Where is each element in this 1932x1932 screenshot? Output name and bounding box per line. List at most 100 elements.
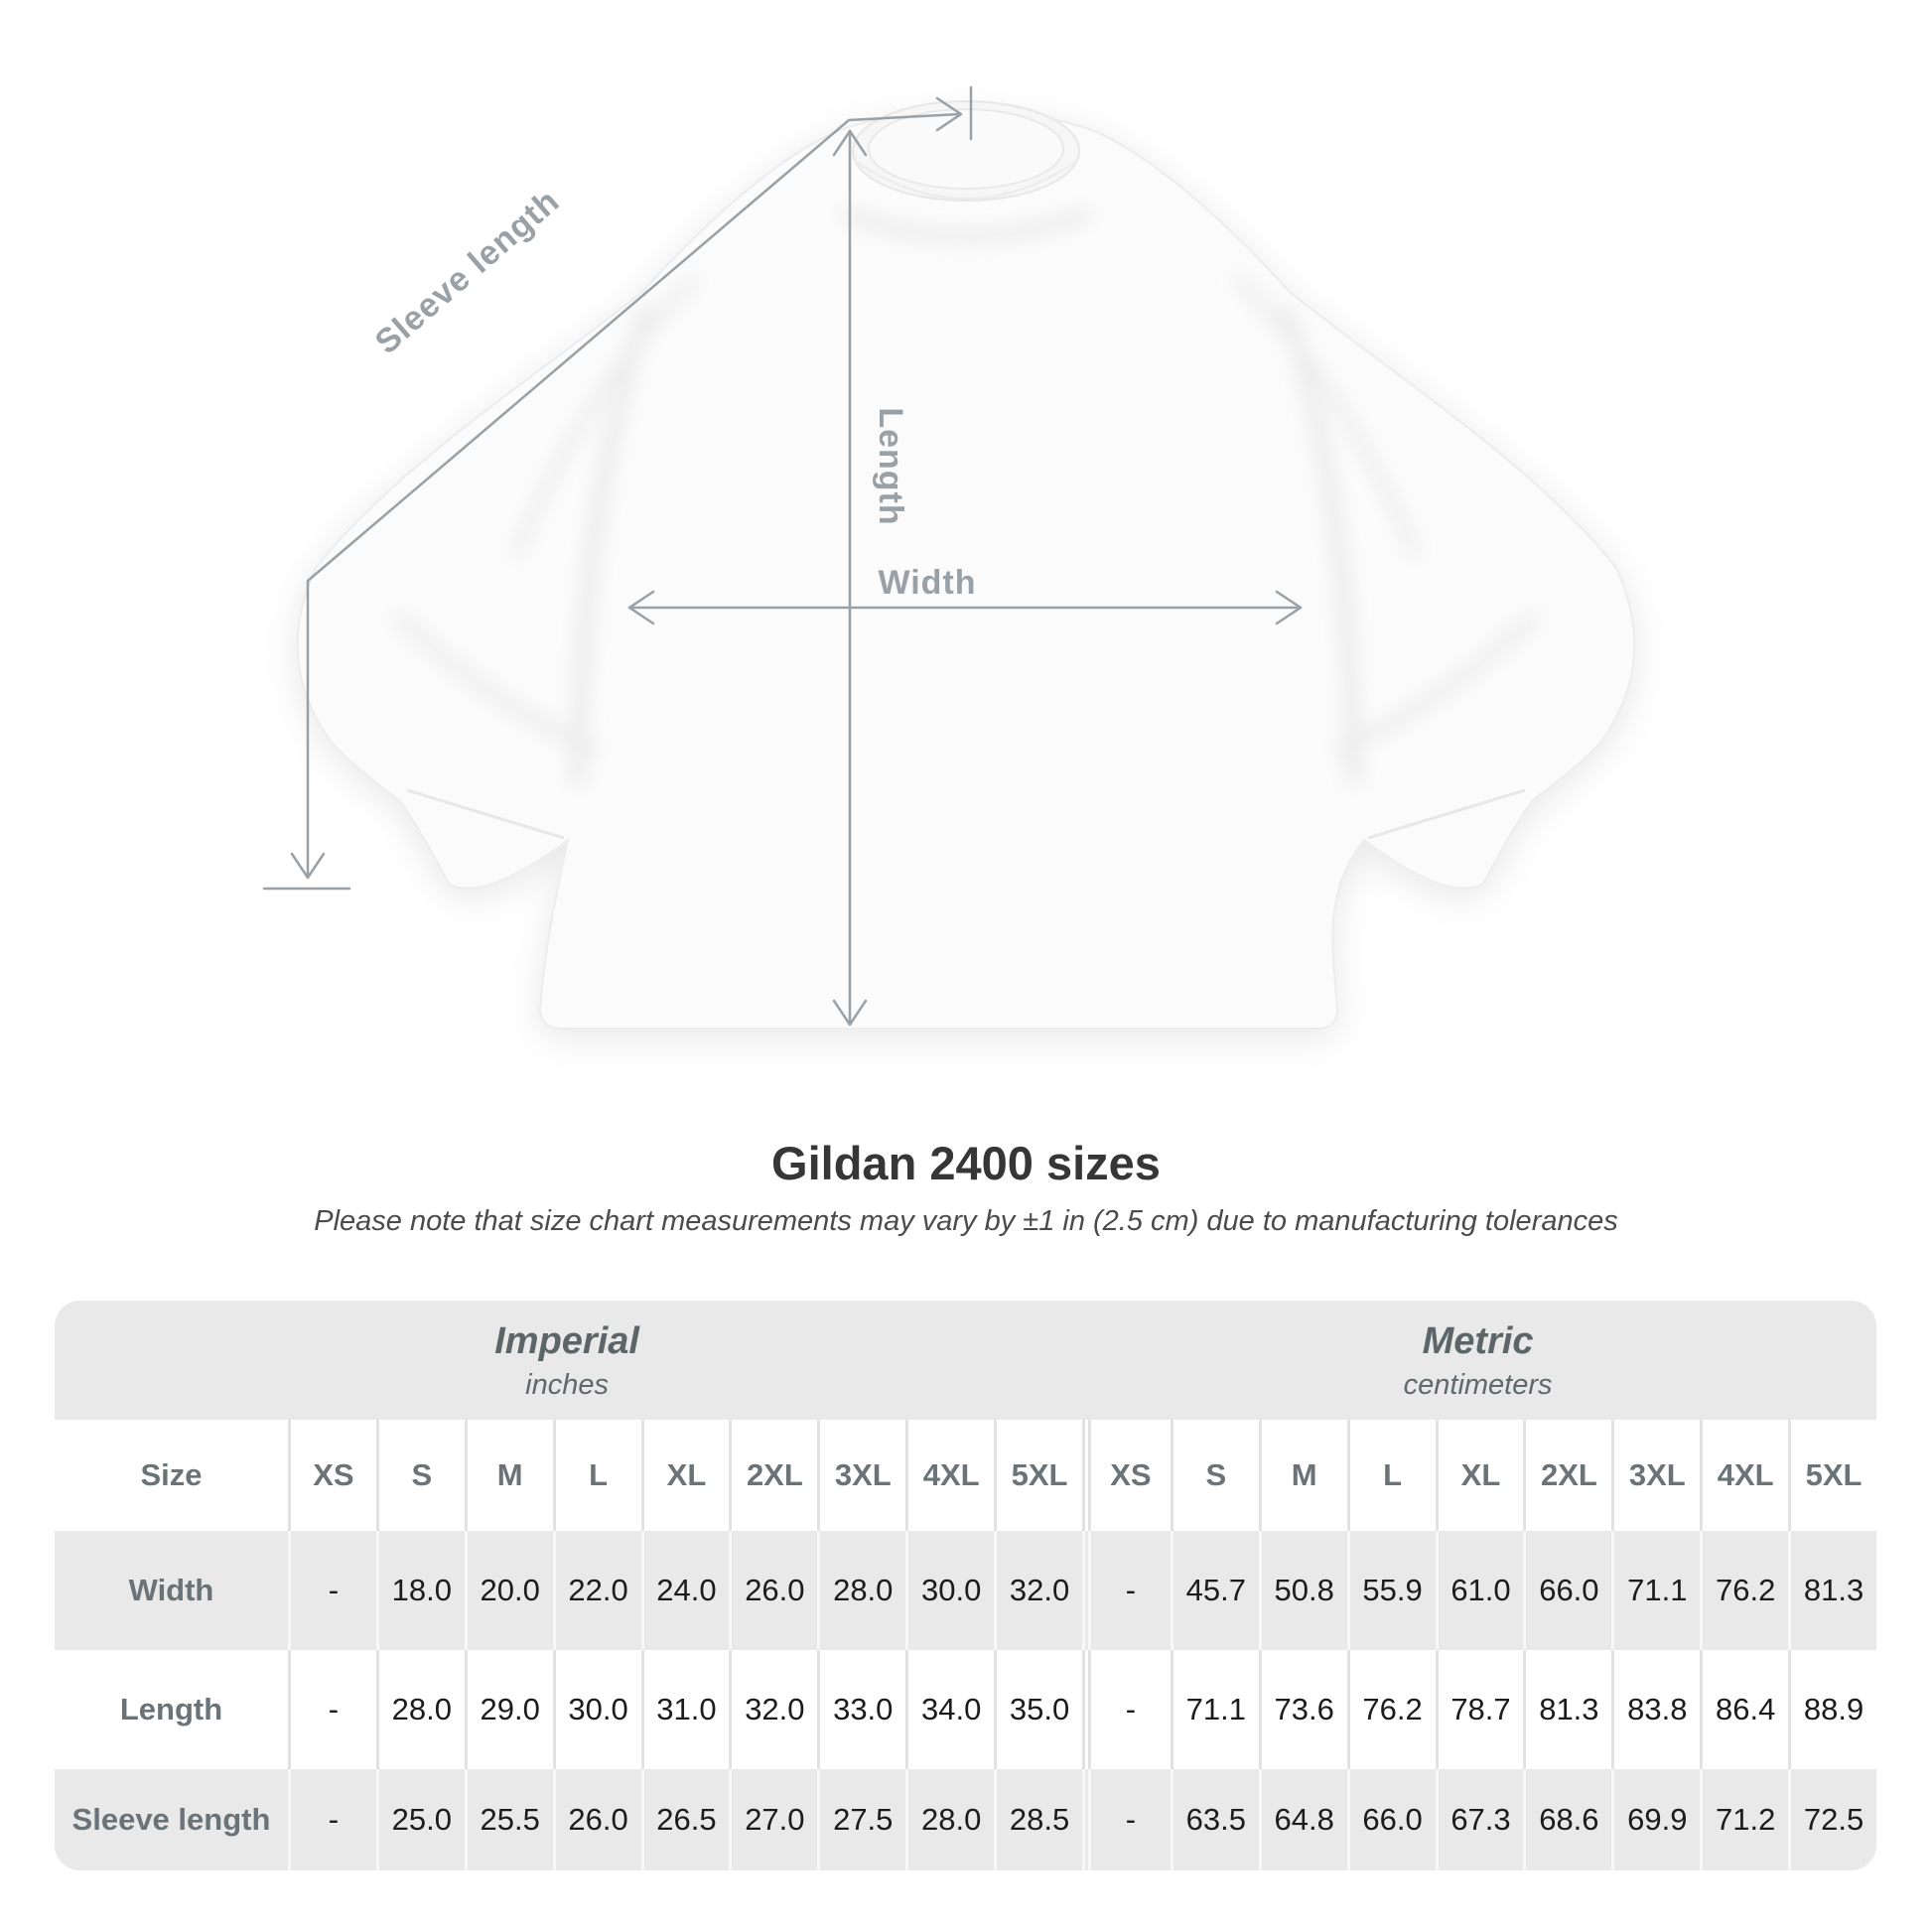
- row-label: Length: [119, 1692, 223, 1726]
- measurement-cell-imperial: 32.0: [994, 1531, 1082, 1650]
- measurement-cell-imperial: 25.5: [464, 1769, 553, 1870]
- size-col-metric-l: L: [1346, 1420, 1436, 1531]
- measurement-cell-metric: 63.5: [1170, 1769, 1259, 1870]
- sleeve-length-arrow: [262, 85, 973, 891]
- measurement-cell-metric: 66.0: [1523, 1531, 1611, 1650]
- measurement-cell-metric: 72.5: [1788, 1769, 1876, 1870]
- measurement-cell-metric: -: [1081, 1650, 1171, 1769]
- measurement-cell-imperial: 28.0: [375, 1650, 465, 1769]
- measurement-cell-imperial: 26.5: [640, 1769, 730, 1870]
- unit-header-band: Imperial inches Metric centimeters: [55, 1301, 1876, 1420]
- measurement-row-sleeve-length: Sleeve length -25.0 25.5 26.0 26.5 27.0 27.5 28…: [55, 1769, 1876, 1870]
- measurement-cell-imperial: 29.0: [464, 1650, 553, 1769]
- measurement-row-length: Length -28.0 29.0 30.0 31.0 32.0 33.0 34.0 35.0-…: [55, 1650, 1876, 1769]
- size-col-imperial-xl: XL: [640, 1420, 730, 1531]
- size-columns-row: Size XS S M L XL 2XL 3XL 4XL 5XL XS S M L XL 2XL 3XL 4XL 5…: [55, 1420, 1876, 1531]
- tolerance-note: Please note that size chart measurements…: [314, 1205, 1618, 1237]
- measurement-cell-imperial: 22.0: [552, 1531, 641, 1650]
- shirt-diagram: Sleeve length Length Width: [262, 85, 1636, 1030]
- measurement-cell-metric: 71.1: [1611, 1531, 1700, 1650]
- row-label: Width: [128, 1573, 214, 1607]
- measurement-cell-metric: 86.4: [1700, 1650, 1788, 1769]
- measurement-cell-imperial: 27.5: [817, 1769, 905, 1870]
- metric-unit-header: Metric centimeters: [1079, 1301, 1876, 1420]
- measurement-cell-imperial: 33.0: [817, 1650, 905, 1769]
- size-col-imperial-4xl: 4XL: [905, 1420, 994, 1531]
- length-arrow: [832, 129, 868, 1027]
- measurement-cell-metric: 50.8: [1258, 1531, 1347, 1650]
- width-label: Width: [878, 564, 976, 602]
- measurement-cell-imperial: 28.0: [817, 1531, 905, 1650]
- size-col-imperial-l: L: [552, 1420, 641, 1531]
- sleeve-length-label: Sleeve length: [368, 182, 567, 361]
- size-col-metric-xl: XL: [1435, 1420, 1524, 1531]
- measurement-cell-metric: 83.8: [1611, 1650, 1700, 1769]
- measurement-cell-metric: 71.1: [1170, 1650, 1259, 1769]
- imperial-label: Imperial: [494, 1319, 639, 1362]
- measurement-cell-metric: 68.6: [1523, 1769, 1611, 1870]
- size-col-metric-3xl: 3XL: [1611, 1420, 1700, 1531]
- measurement-cell-metric: 71.2: [1700, 1769, 1788, 1870]
- size-col-imperial-m: M: [464, 1420, 553, 1531]
- size-col-metric-m: M: [1258, 1420, 1347, 1531]
- measurement-cell-metric: 64.8: [1258, 1769, 1347, 1870]
- measurement-cell-imperial: 30.0: [552, 1650, 641, 1769]
- measurement-cell-metric: 69.9: [1611, 1769, 1700, 1870]
- size-table: Imperial inches Metric centimeters Size X…: [55, 1301, 1876, 1870]
- collar-seam: [857, 161, 1075, 201]
- measurement-cell-metric: -: [1081, 1769, 1171, 1870]
- measurement-cell-metric: 66.0: [1346, 1769, 1436, 1870]
- measurement-cell-imperial: -: [287, 1531, 376, 1650]
- shirt-illustration: [296, 100, 1636, 1030]
- size-col-metric-s: S: [1170, 1420, 1259, 1531]
- measurement-cell-metric: 45.7: [1170, 1531, 1259, 1650]
- measurement-cell-imperial: 24.0: [640, 1531, 730, 1650]
- measurement-cell-imperial: 25.0: [375, 1769, 465, 1870]
- measurement-cell-metric: -: [1081, 1531, 1171, 1650]
- measurement-cell-imperial: -: [287, 1769, 376, 1870]
- size-col-imperial-s: S: [375, 1420, 465, 1531]
- size-col-imperial-5xl: 5XL: [994, 1420, 1082, 1531]
- measurement-cell-metric: 76.2: [1346, 1650, 1436, 1769]
- size-col-metric-4xl: 4XL: [1700, 1420, 1788, 1531]
- imperial-sublabel: inches: [525, 1368, 609, 1401]
- measurement-rows: Width -18.0 20.0 22.0 24.0 26.0 28.0 30.0 32.0-4…: [55, 1531, 1876, 1870]
- measurement-cell-imperial: -: [287, 1650, 376, 1769]
- metric-label: Metric: [1422, 1319, 1534, 1362]
- measurement-cell-imperial: 35.0: [994, 1650, 1082, 1769]
- row-label: Sleeve length: [71, 1802, 271, 1837]
- collar-opening: [868, 108, 1064, 190]
- size-col-metric-2xl: 2XL: [1523, 1420, 1611, 1531]
- measurement-cell-metric: 73.6: [1258, 1650, 1347, 1769]
- width-arrow: [627, 590, 1303, 625]
- length-label: Length: [872, 407, 909, 525]
- right-cuff-seam: [1367, 788, 1526, 840]
- measurement-cell-metric: 67.3: [1435, 1769, 1524, 1870]
- heading-block: Gildan 2400 sizes Please note that size …: [0, 1138, 1932, 1238]
- measurement-cell-metric: 78.7: [1435, 1650, 1524, 1769]
- fabric-creases: [392, 207, 1540, 785]
- measurement-cell-imperial: 20.0: [464, 1531, 553, 1650]
- size-col-imperial-xs: XS: [287, 1420, 376, 1531]
- size-col-metric-5xl: 5XL: [1788, 1420, 1876, 1531]
- measurement-cell-metric: 81.3: [1788, 1531, 1876, 1650]
- size-header-cell: Size: [140, 1457, 203, 1492]
- measurement-row-width: Width -18.0 20.0 22.0 24.0 26.0 28.0 30.0 32.0-4…: [55, 1531, 1876, 1650]
- measurement-cell-imperial: 26.0: [552, 1769, 641, 1870]
- measurement-cell-imperial: 28.5: [994, 1769, 1082, 1870]
- measurement-cell-imperial: 18.0: [375, 1531, 465, 1650]
- measurement-cell-imperial: 27.0: [729, 1769, 817, 1870]
- measurement-cell-imperial: 28.0: [905, 1769, 994, 1870]
- measurement-cell-metric: 76.2: [1700, 1531, 1788, 1650]
- size-col-metric-xs: XS: [1081, 1420, 1171, 1531]
- measurement-cell-imperial: 32.0: [729, 1650, 817, 1769]
- measurement-cell-imperial: 30.0: [905, 1531, 994, 1650]
- size-col-imperial-3xl: 3XL: [817, 1420, 905, 1531]
- measurement-cell-metric: 81.3: [1523, 1650, 1611, 1769]
- measurement-cell-metric: 88.9: [1788, 1650, 1876, 1769]
- measurement-cell-metric: 55.9: [1346, 1531, 1436, 1650]
- size-col-imperial-2xl: 2XL: [729, 1420, 817, 1531]
- measurement-cell-metric: 61.0: [1435, 1531, 1524, 1650]
- measurement-cell-imperial: 31.0: [640, 1650, 730, 1769]
